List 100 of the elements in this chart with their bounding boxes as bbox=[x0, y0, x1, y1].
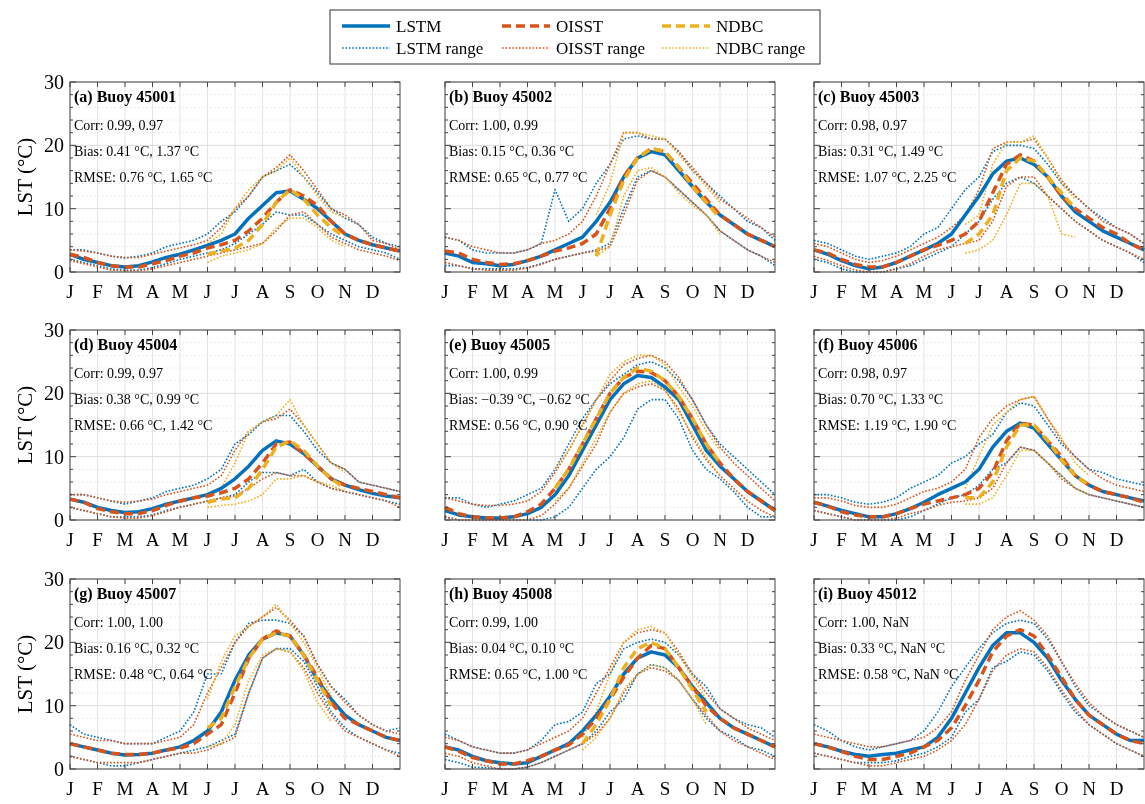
x-tick-label: S bbox=[284, 529, 296, 550]
chart-title: (b) Buoy 45002 bbox=[449, 88, 553, 106]
x-tick-label: F bbox=[467, 281, 478, 302]
x-tick-label: J bbox=[231, 529, 239, 550]
annotation: Bias: −0.39 °C, −0.62 °C bbox=[449, 392, 590, 407]
x-tick-label: S bbox=[659, 529, 671, 550]
x-tick-label: A bbox=[255, 529, 270, 550]
chart-title: (e) Buoy 45005 bbox=[449, 336, 551, 354]
legend-label: NDBC range bbox=[716, 39, 806, 58]
x-tick-label: N bbox=[1082, 529, 1097, 550]
x-tick-label: J bbox=[203, 529, 212, 550]
x-tick-label: O bbox=[685, 778, 700, 799]
chart-title: (i) Buoy 45012 bbox=[818, 585, 917, 603]
annotation: Corr: 0.98, 0.97 bbox=[818, 366, 908, 381]
x-tick-label: M bbox=[171, 778, 189, 799]
x-tick-label: S bbox=[284, 778, 296, 799]
x-tick-label: S bbox=[284, 281, 296, 302]
x-tick-label: J bbox=[975, 529, 983, 550]
annotation: Corr: 0.98, 0.97 bbox=[818, 118, 908, 133]
y-tick-label: 30 bbox=[44, 568, 64, 590]
y-tick-label: 20 bbox=[44, 134, 64, 157]
x-tick-label: N bbox=[338, 778, 353, 799]
x-tick-label: M bbox=[546, 778, 564, 799]
legend-label: OISST range bbox=[556, 39, 645, 58]
annotation: Corr: 1.00, 1.00 bbox=[74, 615, 164, 630]
x-tick-label: D bbox=[365, 281, 380, 302]
x-tick-label: M bbox=[491, 529, 509, 550]
x-tick-label: J bbox=[810, 529, 818, 550]
annotation: RMSE: 0.65 °C, 1.00 °C bbox=[449, 667, 588, 682]
annotation: Corr: 1.00, 0.99 bbox=[449, 366, 539, 381]
x-tick-label: J bbox=[231, 281, 239, 302]
x-tick-label: J bbox=[947, 778, 956, 799]
x-tick-label: A bbox=[889, 529, 904, 550]
x-tick-label: J bbox=[975, 281, 983, 302]
chart-title: (f) Buoy 45006 bbox=[818, 336, 918, 354]
x-tick-label: D bbox=[1109, 778, 1124, 799]
x-tick-label: S bbox=[1028, 778, 1040, 799]
x-tick-label: D bbox=[1109, 281, 1124, 302]
x-tick-label: D bbox=[365, 778, 380, 799]
chart-title: (c) Buoy 45003 bbox=[818, 88, 920, 106]
x-tick-label: J bbox=[578, 529, 587, 550]
annotation: Corr: 1.00, NaN bbox=[818, 615, 909, 630]
y-tick-label: 30 bbox=[44, 319, 64, 341]
x-tick-label: J bbox=[441, 778, 449, 799]
x-tick-label: J bbox=[203, 778, 212, 799]
annotation: Corr: 0.99, 1.00 bbox=[449, 615, 539, 630]
annotation: RMSE: 0.65 °C, 0.77 °C bbox=[449, 170, 588, 185]
annotation: RMSE: 1.19 °C, 1.90 °C bbox=[818, 418, 957, 433]
x-tick-label: D bbox=[740, 778, 755, 799]
x-tick-label: M bbox=[546, 281, 564, 302]
x-tick-label: J bbox=[578, 778, 587, 799]
x-tick-label: A bbox=[630, 529, 645, 550]
x-tick-label: O bbox=[685, 529, 700, 550]
x-tick-label: O bbox=[310, 529, 325, 550]
x-tick-label: M bbox=[491, 281, 509, 302]
x-tick-label: J bbox=[66, 281, 74, 302]
x-tick-label: N bbox=[338, 529, 353, 550]
x-tick-label: N bbox=[1082, 281, 1097, 302]
x-tick-label: S bbox=[659, 281, 671, 302]
y-axis-title: LST (°C) bbox=[13, 137, 37, 217]
x-tick-label: O bbox=[310, 281, 325, 302]
x-tick-label: M bbox=[915, 778, 933, 799]
x-tick-label: O bbox=[1054, 778, 1069, 799]
x-tick-label: J bbox=[810, 281, 818, 302]
annotation: Bias: 0.33 °C, NaN °C bbox=[818, 641, 946, 656]
x-tick-label: S bbox=[659, 778, 671, 799]
x-tick-label: O bbox=[1054, 529, 1069, 550]
x-tick-label: A bbox=[255, 778, 270, 799]
x-tick-label: M bbox=[171, 529, 189, 550]
x-tick-label: F bbox=[836, 529, 847, 550]
x-tick-label: F bbox=[836, 778, 847, 799]
x-tick-label: M bbox=[915, 281, 933, 302]
x-tick-label: A bbox=[520, 281, 535, 302]
x-tick-label: M bbox=[116, 778, 134, 799]
annotation: Bias: 0.38 °C, 0.99 °C bbox=[74, 392, 200, 407]
x-tick-label: J bbox=[203, 281, 212, 302]
x-tick-label: M bbox=[915, 529, 933, 550]
x-tick-label: O bbox=[1054, 281, 1069, 302]
annotation: RMSE: 0.58 °C, NaN °C bbox=[818, 667, 959, 682]
x-tick-label: D bbox=[740, 281, 755, 302]
x-tick-label: S bbox=[1028, 529, 1040, 550]
x-tick-label: M bbox=[491, 778, 509, 799]
x-tick-label: M bbox=[116, 281, 134, 302]
x-tick-label: A bbox=[255, 281, 270, 302]
x-tick-label: A bbox=[999, 778, 1014, 799]
annotation: Bias: 0.31 °C, 1.49 °C bbox=[818, 144, 944, 159]
x-tick-label: N bbox=[713, 529, 728, 550]
y-tick-label: 30 bbox=[44, 71, 64, 93]
chart-title: (a) Buoy 45001 bbox=[74, 88, 177, 106]
x-tick-label: M bbox=[116, 529, 134, 550]
x-tick-label: J bbox=[606, 778, 614, 799]
x-tick-label: N bbox=[338, 281, 353, 302]
y-axis-title: LST (°C) bbox=[13, 634, 37, 714]
x-tick-label: N bbox=[1082, 778, 1097, 799]
x-tick-label: O bbox=[685, 281, 700, 302]
x-tick-label: O bbox=[310, 778, 325, 799]
x-tick-label: D bbox=[1109, 529, 1124, 550]
x-tick-label: J bbox=[66, 778, 74, 799]
x-tick-label: A bbox=[630, 778, 645, 799]
y-tick-label: 20 bbox=[44, 631, 64, 654]
